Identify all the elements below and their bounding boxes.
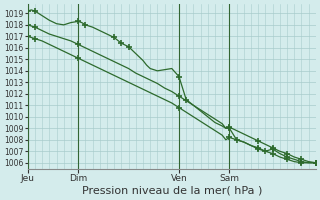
X-axis label: Pression niveau de la mer( hPa ): Pression niveau de la mer( hPa ) xyxy=(82,186,262,196)
